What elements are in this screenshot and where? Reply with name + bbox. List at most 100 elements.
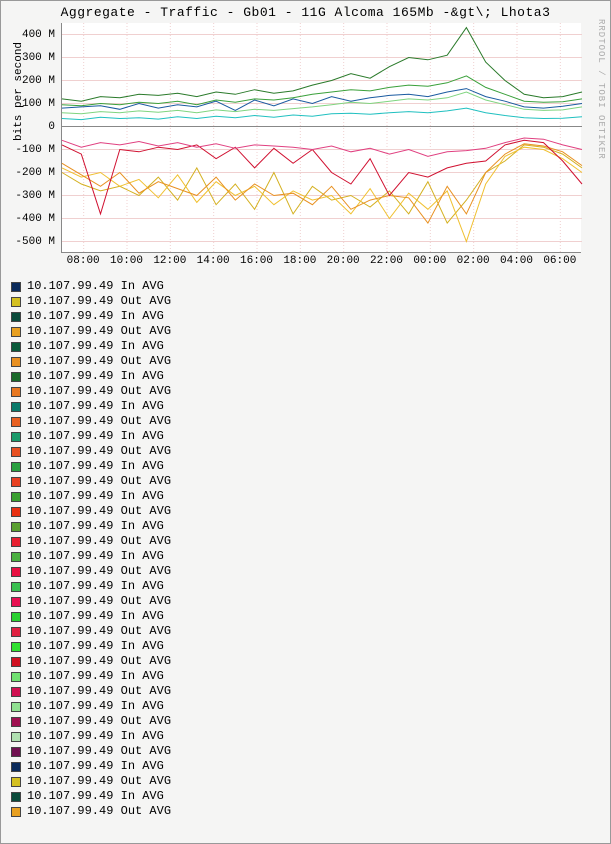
legend-item: 10.107.99.49 Out AVG xyxy=(11,564,171,579)
y-tick-label: -100 M xyxy=(7,144,55,156)
chart-plot-area xyxy=(61,23,581,253)
legend-label: 10.107.99.49 Out AVG xyxy=(27,564,171,579)
legend-swatch xyxy=(11,552,21,562)
legend-swatch xyxy=(11,747,21,757)
legend-item: 10.107.99.49 Out AVG xyxy=(11,744,171,759)
legend-swatch xyxy=(11,507,21,517)
legend-item: 10.107.99.49 Out AVG xyxy=(11,294,171,309)
legend-swatch xyxy=(11,702,21,712)
x-tick-label: 10:00 xyxy=(110,255,143,267)
legend-swatch xyxy=(11,807,21,817)
rrd-graph-container: Aggregate - Traffic - Gb01 - 11G Alcoma … xyxy=(0,0,611,844)
legend-item: 10.107.99.49 Out AVG xyxy=(11,594,171,609)
legend-swatch xyxy=(11,477,21,487)
legend-item: 10.107.99.49 In AVG xyxy=(11,429,171,444)
legend-item: 10.107.99.49 In AVG xyxy=(11,399,171,414)
legend-item: 10.107.99.49 In AVG xyxy=(11,489,171,504)
legend-swatch xyxy=(11,327,21,337)
x-tick-label: 16:00 xyxy=(240,255,273,267)
legend-swatch xyxy=(11,777,21,787)
y-tick-label: 0 xyxy=(7,121,55,133)
legend-item: 10.107.99.49 In AVG xyxy=(11,339,171,354)
x-tick-label: 06:00 xyxy=(543,255,576,267)
legend-item: 10.107.99.49 Out AVG xyxy=(11,534,171,549)
legend-label: 10.107.99.49 In AVG xyxy=(27,699,164,714)
legend-label: 10.107.99.49 In AVG xyxy=(27,429,164,444)
y-tick-label: -500 M xyxy=(7,236,55,248)
legend-label: 10.107.99.49 In AVG xyxy=(27,309,164,324)
legend-item: 10.107.99.49 Out AVG xyxy=(11,774,171,789)
legend-swatch xyxy=(11,792,21,802)
legend-label: 10.107.99.49 In AVG xyxy=(27,519,164,534)
legend-swatch xyxy=(11,447,21,457)
legend-swatch xyxy=(11,282,21,292)
legend-label: 10.107.99.49 In AVG xyxy=(27,489,164,504)
legend-item: 10.107.99.49 In AVG xyxy=(11,729,171,744)
legend-item: 10.107.99.49 Out AVG xyxy=(11,414,171,429)
chart-canvas xyxy=(62,23,581,252)
legend-swatch xyxy=(11,537,21,547)
legend-item: 10.107.99.49 Out AVG xyxy=(11,354,171,369)
legend-swatch xyxy=(11,717,21,727)
legend-item: 10.107.99.49 In AVG xyxy=(11,369,171,384)
legend-item: 10.107.99.49 In AVG xyxy=(11,579,171,594)
legend-item: 10.107.99.49 Out AVG xyxy=(11,714,171,729)
legend-swatch xyxy=(11,357,21,367)
legend-item: 10.107.99.49 Out AVG xyxy=(11,504,171,519)
legend-item: 10.107.99.49 In AVG xyxy=(11,519,171,534)
legend-item: 10.107.99.49 In AVG xyxy=(11,549,171,564)
y-tick-label: 200 M xyxy=(7,75,55,87)
legend-label: 10.107.99.49 Out AVG xyxy=(27,414,171,429)
legend-swatch xyxy=(11,582,21,592)
legend-swatch xyxy=(11,597,21,607)
legend-item: 10.107.99.49 Out AVG xyxy=(11,684,171,699)
legend-swatch xyxy=(11,732,21,742)
chart-title: Aggregate - Traffic - Gb01 - 11G Alcoma … xyxy=(1,1,610,20)
legend: 10.107.99.49 In AVG10.107.99.49 Out AVG1… xyxy=(11,279,171,819)
legend-item: 10.107.99.49 In AVG xyxy=(11,789,171,804)
legend-label: 10.107.99.49 In AVG xyxy=(27,759,164,774)
y-tick-label: 300 M xyxy=(7,52,55,64)
legend-item: 10.107.99.49 Out AVG xyxy=(11,624,171,639)
y-tick-label: 100 M xyxy=(7,98,55,110)
x-tick-label: 00:00 xyxy=(413,255,446,267)
legend-swatch xyxy=(11,627,21,637)
legend-label: 10.107.99.49 In AVG xyxy=(27,789,164,804)
legend-item: 10.107.99.49 In AVG xyxy=(11,279,171,294)
legend-label: 10.107.99.49 Out AVG xyxy=(27,384,171,399)
y-tick-label: 400 M xyxy=(7,29,55,41)
x-tick-label: 04:00 xyxy=(500,255,533,267)
legend-item: 10.107.99.49 Out AVG xyxy=(11,804,171,819)
legend-item: 10.107.99.49 Out AVG xyxy=(11,474,171,489)
legend-label: 10.107.99.49 Out AVG xyxy=(27,534,171,549)
legend-swatch xyxy=(11,612,21,622)
legend-label: 10.107.99.49 In AVG xyxy=(27,339,164,354)
legend-swatch xyxy=(11,402,21,412)
legend-label: 10.107.99.49 In AVG xyxy=(27,609,164,624)
legend-item: 10.107.99.49 In AVG xyxy=(11,309,171,324)
legend-swatch xyxy=(11,522,21,532)
legend-swatch xyxy=(11,417,21,427)
legend-swatch xyxy=(11,462,21,472)
legend-label: 10.107.99.49 In AVG xyxy=(27,459,164,474)
legend-item: 10.107.99.49 In AVG xyxy=(11,669,171,684)
legend-label: 10.107.99.49 In AVG xyxy=(27,369,164,384)
legend-swatch xyxy=(11,312,21,322)
legend-label: 10.107.99.49 Out AVG xyxy=(27,324,171,339)
legend-swatch xyxy=(11,387,21,397)
y-tick-label: -200 M xyxy=(7,167,55,179)
legend-swatch xyxy=(11,567,21,577)
legend-item: 10.107.99.49 Out AVG xyxy=(11,384,171,399)
x-tick-label: 14:00 xyxy=(197,255,230,267)
legend-item: 10.107.99.49 Out AVG xyxy=(11,444,171,459)
legend-swatch xyxy=(11,762,21,772)
legend-swatch xyxy=(11,642,21,652)
legend-label: 10.107.99.49 Out AVG xyxy=(27,654,171,669)
x-tick-label: 02:00 xyxy=(457,255,490,267)
legend-label: 10.107.99.49 In AVG xyxy=(27,279,164,294)
legend-swatch xyxy=(11,372,21,382)
legend-label: 10.107.99.49 In AVG xyxy=(27,669,164,684)
legend-label: 10.107.99.49 In AVG xyxy=(27,399,164,414)
y-tick-label: -400 M xyxy=(7,213,55,225)
legend-label: 10.107.99.49 Out AVG xyxy=(27,624,171,639)
